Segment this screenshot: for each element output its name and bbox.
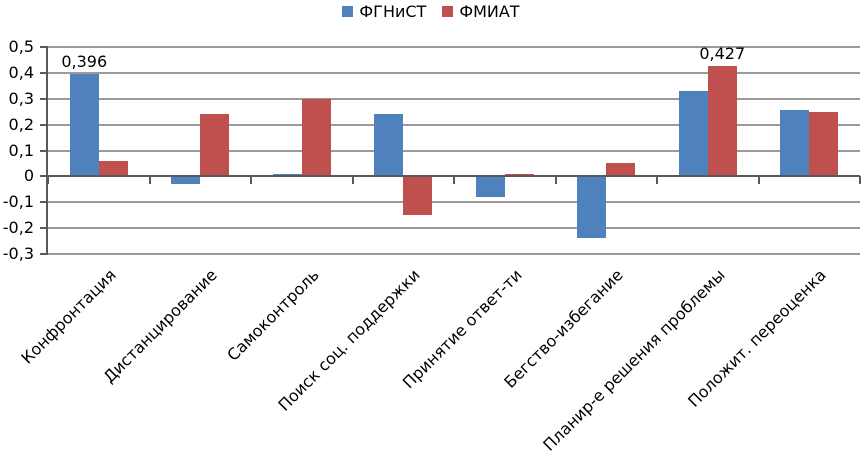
bar-ФМИАТ-3 bbox=[301, 98, 331, 177]
category-label: Поиск соц. поддержки bbox=[274, 265, 424, 415]
legend-item: ФГНиСТ bbox=[342, 2, 426, 21]
gridline bbox=[48, 71, 860, 74]
y-axis-tick-label: -0,1 bbox=[2, 192, 34, 212]
gridline bbox=[48, 149, 860, 152]
category-label: Бегство-избегание bbox=[500, 265, 627, 392]
legend-label: ФМИАТ bbox=[459, 2, 520, 21]
gridline bbox=[48, 46, 860, 48]
data-label: 0,427 bbox=[699, 43, 746, 63]
y-axis-tick bbox=[40, 97, 48, 100]
y-axis-tick bbox=[40, 123, 48, 126]
category-label: Самоконтроль bbox=[223, 265, 323, 365]
bar-ФГНиСТ-4 bbox=[374, 114, 404, 177]
gridline bbox=[48, 201, 860, 204]
y-axis-tick-label: 0,2 bbox=[8, 114, 34, 134]
category-axis-tick bbox=[757, 176, 760, 185]
gridline bbox=[48, 227, 860, 230]
bar-ФГНиСТ-5 bbox=[475, 176, 505, 198]
data-label: 0,396 bbox=[61, 51, 108, 71]
y-axis-tick bbox=[40, 227, 48, 230]
category-axis-tick bbox=[554, 176, 557, 185]
y-axis-tick bbox=[40, 175, 48, 178]
category-label: Положит. переоценка bbox=[684, 265, 830, 411]
category-axis-tick bbox=[656, 176, 658, 185]
bar-ФГНиСТ-6 bbox=[577, 176, 607, 239]
gridline bbox=[48, 97, 860, 100]
y-axis-tick bbox=[40, 201, 48, 204]
category-axis-tick bbox=[148, 176, 151, 185]
bar-ФГНиСТ-3 bbox=[272, 173, 302, 177]
bar-ФМИАТ-4 bbox=[403, 176, 433, 216]
y-axis-tick bbox=[40, 253, 48, 255]
y-axis-line bbox=[46, 46, 48, 255]
category-axis-tick bbox=[47, 176, 49, 185]
bar-ФГНиСТ-8 bbox=[780, 110, 810, 177]
bar-ФМИАТ-8 bbox=[809, 111, 839, 177]
y-axis-tick bbox=[40, 71, 48, 74]
bar-ФМИАТ-5 bbox=[504, 173, 534, 177]
y-axis-tick bbox=[40, 46, 48, 48]
gridline bbox=[48, 123, 860, 126]
y-axis-tick-label: 0 bbox=[23, 166, 34, 186]
legend-label: ФГНиСТ bbox=[359, 2, 427, 21]
legend-swatch-icon bbox=[442, 6, 454, 17]
category-axis-tick bbox=[250, 176, 252, 185]
y-axis-tick-label: 0,5 bbox=[8, 37, 34, 56]
category-label: Принятие ответ-ти bbox=[398, 265, 526, 393]
bar-ФГНиСТ-2 bbox=[171, 176, 201, 185]
bar-ФМИАТ-2 bbox=[200, 114, 230, 177]
legend-swatch-icon bbox=[342, 6, 354, 17]
category-label: Планир-е решения проблемы bbox=[539, 265, 729, 455]
bar-ФМИАТ-7 bbox=[707, 65, 737, 177]
chart-legend: ФГНиСТ ФМИАТ bbox=[0, 2, 862, 21]
category-axis-tick bbox=[351, 176, 354, 185]
y-axis-tick-label: 0,3 bbox=[8, 88, 34, 108]
y-axis-tick-label: -0,2 bbox=[2, 218, 34, 238]
category-axis-tick bbox=[453, 176, 455, 185]
bar-ФГНиСТ-1 bbox=[69, 73, 99, 177]
category-axis-tick bbox=[859, 176, 861, 185]
legend-item: ФМИАТ bbox=[442, 2, 520, 21]
y-axis-tick-label: 0,1 bbox=[8, 140, 34, 160]
y-axis-tick bbox=[40, 149, 48, 152]
y-axis-tick-label: 0,4 bbox=[8, 62, 34, 82]
category-label: Дистанцирование bbox=[99, 265, 221, 387]
bar-ФГНиСТ-7 bbox=[678, 90, 708, 177]
bar-ФМИАТ-1 bbox=[98, 160, 128, 177]
gridline bbox=[48, 253, 860, 255]
y-axis-tick-label: -0,3 bbox=[2, 244, 34, 263]
bar-ФМИАТ-6 bbox=[606, 163, 636, 177]
